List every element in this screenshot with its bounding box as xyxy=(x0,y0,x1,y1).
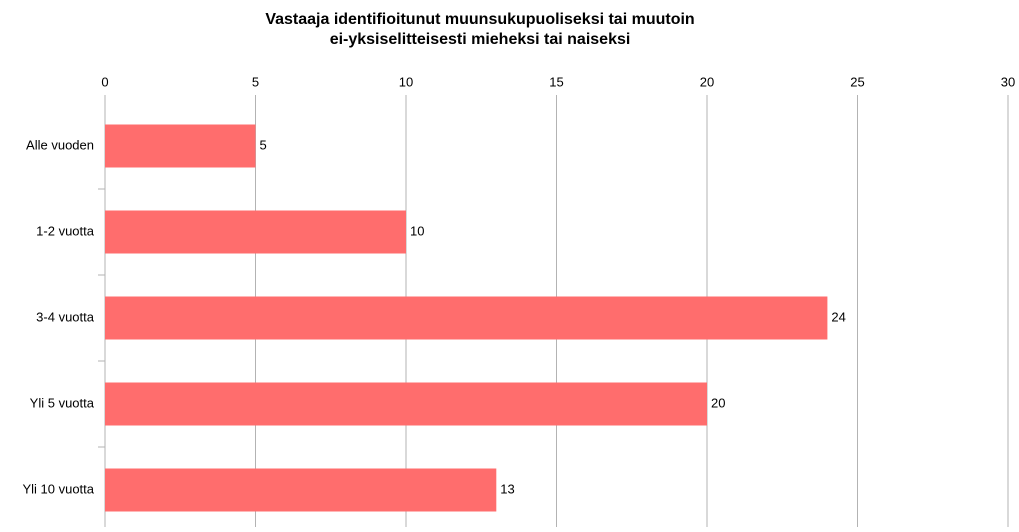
chart-title: Vastaaja identifioitunut muunsukupuolise… xyxy=(265,11,694,28)
bar xyxy=(105,468,497,512)
y-tick-label: 1-2 vuotta xyxy=(36,223,95,238)
bar xyxy=(105,210,406,254)
data-label: 5 xyxy=(260,137,267,152)
bar xyxy=(105,382,707,426)
y-tick-label: 3-4 vuotta xyxy=(36,309,95,324)
x-tick-label: 10 xyxy=(399,74,413,89)
bar xyxy=(105,296,828,340)
data-label: 10 xyxy=(410,223,424,238)
bar xyxy=(105,124,256,168)
y-tick-label: Yli 10 vuotta xyxy=(22,481,94,496)
x-tick-label: 15 xyxy=(549,74,563,89)
y-tick-label: Alle vuoden xyxy=(26,137,94,152)
x-tick-label: 5 xyxy=(252,74,259,89)
x-tick-label: 0 xyxy=(101,74,108,89)
data-label: 20 xyxy=(711,395,725,410)
y-tick-label: Yli 5 vuotta xyxy=(30,395,95,410)
data-label: 24 xyxy=(831,309,845,324)
x-tick-label: 30 xyxy=(1001,74,1015,89)
x-tick-label: 20 xyxy=(700,74,714,89)
data-label: 13 xyxy=(500,481,514,496)
x-tick-label: 25 xyxy=(850,74,864,89)
chart-title: ei-yksiselitteisesti mieheksi tai naisek… xyxy=(330,31,631,48)
